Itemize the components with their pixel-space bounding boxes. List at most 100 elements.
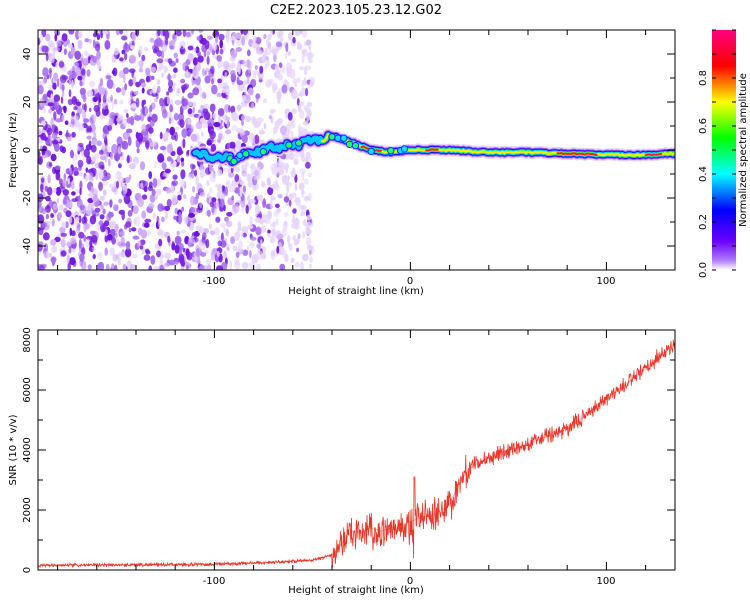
noise-blob [51,218,55,227]
noise-blob [215,216,221,223]
noise-blob [192,67,198,77]
noise-blob [254,134,260,145]
noise-blob [133,218,137,225]
noise-blob [219,48,224,55]
x-tick-label: -100 [203,276,226,287]
noise-blob [96,140,102,146]
noise-blob [130,103,138,109]
noise-blob [106,151,110,157]
noise-blob [206,35,213,40]
noise-blob [279,37,284,42]
noise-blob [49,253,52,258]
noise-blob [262,98,267,103]
noise-blob [306,221,312,229]
noise-blob [50,153,57,162]
noise-blob [156,79,161,85]
noise-blob [301,48,308,57]
x-tick-label: 0 [407,576,413,587]
noise-blob [156,250,161,258]
noise-blob [176,230,180,236]
noise-blob [206,180,210,187]
noise-blob [138,67,144,73]
noise-blob [138,45,143,55]
noise-blob [145,67,151,77]
noise-blob [67,261,71,270]
noise-blob [176,146,183,156]
noise-blob [219,39,223,49]
noise-blob [215,200,220,210]
noise-blob [261,73,265,79]
noise-blob [275,203,280,208]
noise-blob [265,46,272,56]
noise-blob [144,47,149,52]
noise-blob [152,178,158,188]
noise-blob [90,139,98,146]
noise-blob [102,95,107,102]
noise-blob [299,109,305,120]
noise-blob [92,247,95,252]
noise-blob [120,242,127,247]
noise-blob [302,219,307,227]
noise-blob [134,115,142,121]
noise-blob [231,124,238,132]
noise-blob [271,48,278,54]
noise-blob [41,45,49,53]
noise-blob [187,101,194,107]
noise-blob [65,168,70,175]
noise-blob [270,250,275,257]
noise-blob [255,204,261,215]
noise-blob [196,36,201,41]
noise-blob [211,206,215,214]
noise-blob [231,32,237,42]
noise-blob [237,85,243,92]
noise-blob [228,105,231,113]
noise-blob [103,201,110,206]
noise-blob [265,79,272,88]
noise-blob [94,207,101,213]
noise-blob [160,264,164,270]
noise-blob [141,210,147,219]
snr-ticks [38,329,675,571]
ridge-bead [236,151,244,160]
noise-blob [246,173,251,183]
noise-blob [124,83,128,91]
noise-blob [88,38,92,44]
noise-blob [159,131,163,140]
noise-blob [156,66,162,72]
noise-blob [255,226,262,236]
noise-blob [223,167,230,172]
noise-blob [121,35,128,41]
noise-blob [190,195,196,206]
noise-blob [51,139,59,145]
noise-blob [304,253,309,261]
noise-blob [277,194,283,199]
noise-blob [213,121,221,128]
noise-blob [155,189,162,196]
noise-blob [71,191,76,196]
noise-blob [132,76,137,84]
noise-blob [109,220,117,227]
noise-blob [168,86,173,93]
noise-blob [307,172,313,178]
noise-blob [287,111,293,121]
noise-blob [301,54,305,64]
noise-blob [53,94,61,102]
noise-blob [99,77,103,87]
noise-blob [205,258,212,265]
noise-blob [275,41,283,48]
noise-blob [101,142,106,151]
noise-blob [81,68,86,76]
noise-blob [123,109,129,114]
noise-blob [208,223,212,230]
noise-blob [241,226,249,234]
noise-blob [249,241,255,249]
noise-blob [136,148,140,154]
noise-blob [131,253,138,259]
noise-blob [291,223,296,229]
colorbar-tick-label: 0.6 [698,118,709,134]
noise-blob [148,126,154,134]
noise-blob [69,167,72,175]
noise-blob [246,74,250,84]
ridge-peak [644,152,663,157]
colorbar: 0.0 0.2 0.4 0.6 0.8 Normalized spectral … [698,29,749,278]
